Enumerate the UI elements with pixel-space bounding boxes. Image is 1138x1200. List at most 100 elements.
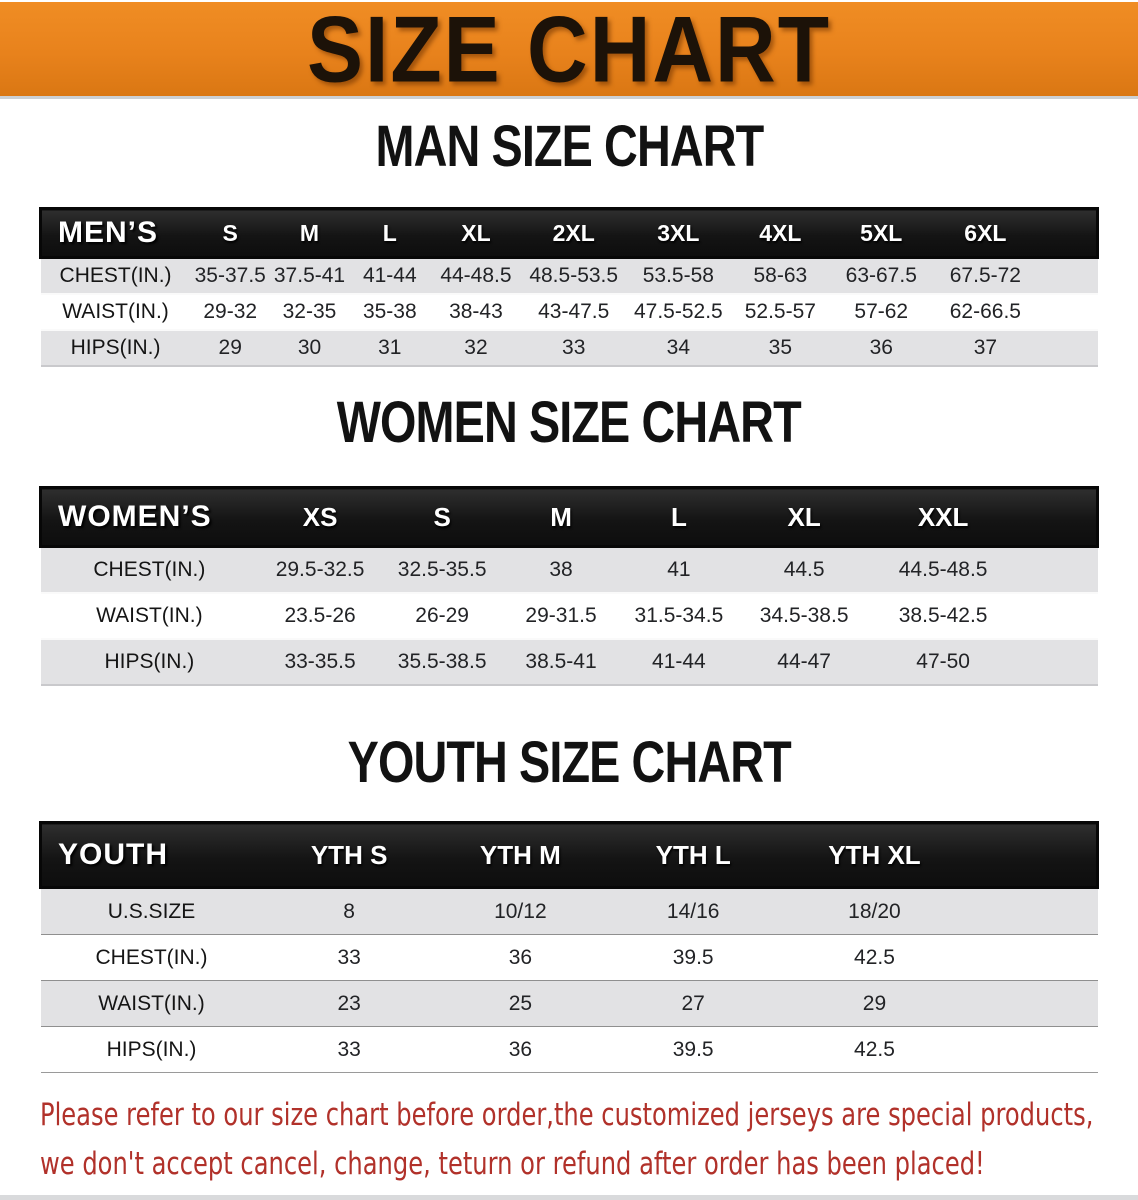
women-section-heading-text: WOMEN SIZE CHART <box>337 390 802 456</box>
size-cell: 29-31.5 <box>502 592 620 639</box>
size-cell: 33-35.5 <box>258 638 382 686</box>
women-table-header-row: WOMEN’S XS S M L XL XXL <box>39 486 1100 548</box>
size-cell: 25 <box>435 980 605 1027</box>
col-header: 2XL <box>521 207 627 259</box>
size-cell: 32-35 <box>269 293 350 330</box>
spacer-cell <box>1016 638 1098 686</box>
size-cell: 14/16 <box>604 887 782 935</box>
size-cell: 29-32 <box>190 293 270 330</box>
col-header: S <box>381 486 503 548</box>
size-cell: 36 <box>435 1026 605 1073</box>
men-table-title: MEN’S <box>38 207 191 259</box>
spacer-cell <box>1016 545 1098 593</box>
spacer-cell <box>1038 293 1098 330</box>
size-cell: 37 <box>932 329 1039 367</box>
table-row: HIPS(IN.) 29 30 31 32 33 34 35 36 37 <box>40 329 1098 367</box>
size-cell: 57-62 <box>830 293 933 330</box>
disclaimer-text: Please refer to our size chart before or… <box>40 1091 1138 1189</box>
spacer-cell <box>967 821 1100 889</box>
youth-table-header-row: YOUTH YTH S YTH M YTH L YTH XL <box>39 821 1100 889</box>
size-cell: 35-38 <box>349 293 431 330</box>
size-cell: 39.5 <box>604 1026 782 1073</box>
women-section-heading: WOMEN SIZE CHART <box>0 390 1138 459</box>
size-cell: 63-67.5 <box>830 256 933 294</box>
men-section-heading: MAN SIZE CHART <box>0 114 1138 183</box>
size-cell: 34.5-38.5 <box>738 592 871 639</box>
size-cell: 35.5-38.5 <box>381 638 503 686</box>
size-cell: 23 <box>262 980 436 1027</box>
size-cell: 41-44 <box>349 256 431 294</box>
col-header: XL <box>430 207 522 259</box>
size-cell: 44.5 <box>738 545 871 593</box>
size-cell: 36 <box>830 329 933 367</box>
disclaimer-line-2: we don't accept cancel, change, teturn o… <box>40 1146 985 1182</box>
row-label: CHEST(IN.) <box>40 256 191 294</box>
spacer-cell <box>967 980 1098 1027</box>
size-cell: 32.5-35.5 <box>381 545 503 593</box>
size-cell: 33 <box>521 329 627 367</box>
size-cell: 38-43 <box>430 293 522 330</box>
table-row: HIPS(IN.) 33-35.5 35.5-38.5 38.5-41 41-4… <box>40 638 1098 686</box>
spacer-cell <box>967 887 1098 935</box>
size-cell: 44.5-48.5 <box>870 545 1017 593</box>
row-label: U.S.SIZE <box>40 887 263 935</box>
size-cell: 29 <box>190 329 270 367</box>
col-header: 4XL <box>730 207 831 259</box>
row-label: HIPS(IN.) <box>40 638 259 686</box>
spacer-cell <box>1038 207 1100 259</box>
size-cell: 47.5-52.5 <box>626 293 731 330</box>
size-cell: 33 <box>262 1026 436 1073</box>
size-cell: 10/12 <box>435 887 605 935</box>
table-row: WAIST(IN.) 23.5-26 26-29 29-31.5 31.5-34… <box>40 592 1098 639</box>
size-cell: 67.5-72 <box>932 256 1039 294</box>
table-row: WAIST(IN.) 23 25 27 29 <box>40 980 1098 1027</box>
row-label: HIPS(IN.) <box>40 329 191 367</box>
col-header: XL <box>738 486 871 548</box>
size-cell: 41 <box>619 545 739 593</box>
size-cell: 36 <box>435 934 605 981</box>
spacer-cell <box>1038 329 1098 367</box>
col-header: YTH S <box>262 821 436 889</box>
size-cell: 53.5-58 <box>626 256 731 294</box>
spacer-cell <box>1016 592 1098 639</box>
size-cell: 31.5-34.5 <box>619 592 739 639</box>
size-cell: 44-47 <box>738 638 871 686</box>
men-section-heading-text: MAN SIZE CHART <box>375 114 764 180</box>
size-cell: 42.5 <box>781 934 968 981</box>
col-header: XXL <box>870 486 1017 548</box>
size-cell: 31 <box>349 329 431 367</box>
table-row: CHEST(IN.) 35-37.5 37.5-41 41-44 44-48.5… <box>40 256 1098 294</box>
banner-title: SIZE CHART <box>307 0 831 102</box>
col-header: S <box>190 207 270 259</box>
size-cell: 30 <box>269 329 350 367</box>
size-cell: 47-50 <box>870 638 1017 686</box>
table-row: HIPS(IN.) 33 36 39.5 42.5 <box>40 1026 1098 1073</box>
spacer-cell <box>1038 256 1098 294</box>
size-cell: 35-37.5 <box>190 256 270 294</box>
youth-size-table: YOUTH YTH S YTH M YTH L YTH XL U.S.SIZE … <box>39 821 1100 1073</box>
size-cell: 41-44 <box>619 638 739 686</box>
col-header: XS <box>258 486 382 548</box>
row-label: WAIST(IN.) <box>40 592 259 639</box>
table-row: WAIST(IN.) 29-32 32-35 35-38 38-43 43-47… <box>40 293 1098 330</box>
spacer-cell <box>1016 486 1100 548</box>
size-cell: 62-66.5 <box>932 293 1039 330</box>
size-cell: 52.5-57 <box>730 293 831 330</box>
size-cell: 29.5-32.5 <box>258 545 382 593</box>
banner: SIZE CHART <box>0 0 1138 101</box>
size-cell: 48.5-53.5 <box>521 256 627 294</box>
men-size-table: MEN’S S M L XL 2XL 3XL 4XL 5XL 6XL CHEST… <box>38 207 1100 367</box>
youth-section-heading: YOUTH SIZE CHART <box>0 730 1138 799</box>
bottom-edge-strip <box>0 1195 1138 1200</box>
col-header: YTH M <box>435 821 605 889</box>
disclaimer-line-1: Please refer to our size chart before or… <box>40 1097 1094 1133</box>
spacer-cell <box>967 934 1098 981</box>
row-label: WAIST(IN.) <box>40 980 263 1027</box>
size-cell: 29 <box>781 980 968 1027</box>
youth-section-heading-text: YOUTH SIZE CHART <box>347 730 791 796</box>
women-size-table: WOMEN’S XS S M L XL XXL CHEST(IN.) 29.5-… <box>39 486 1100 686</box>
col-header: 3XL <box>626 207 731 259</box>
size-cell: 38.5-41 <box>502 638 620 686</box>
size-cell: 8 <box>262 887 436 935</box>
col-header: 6XL <box>932 207 1039 259</box>
